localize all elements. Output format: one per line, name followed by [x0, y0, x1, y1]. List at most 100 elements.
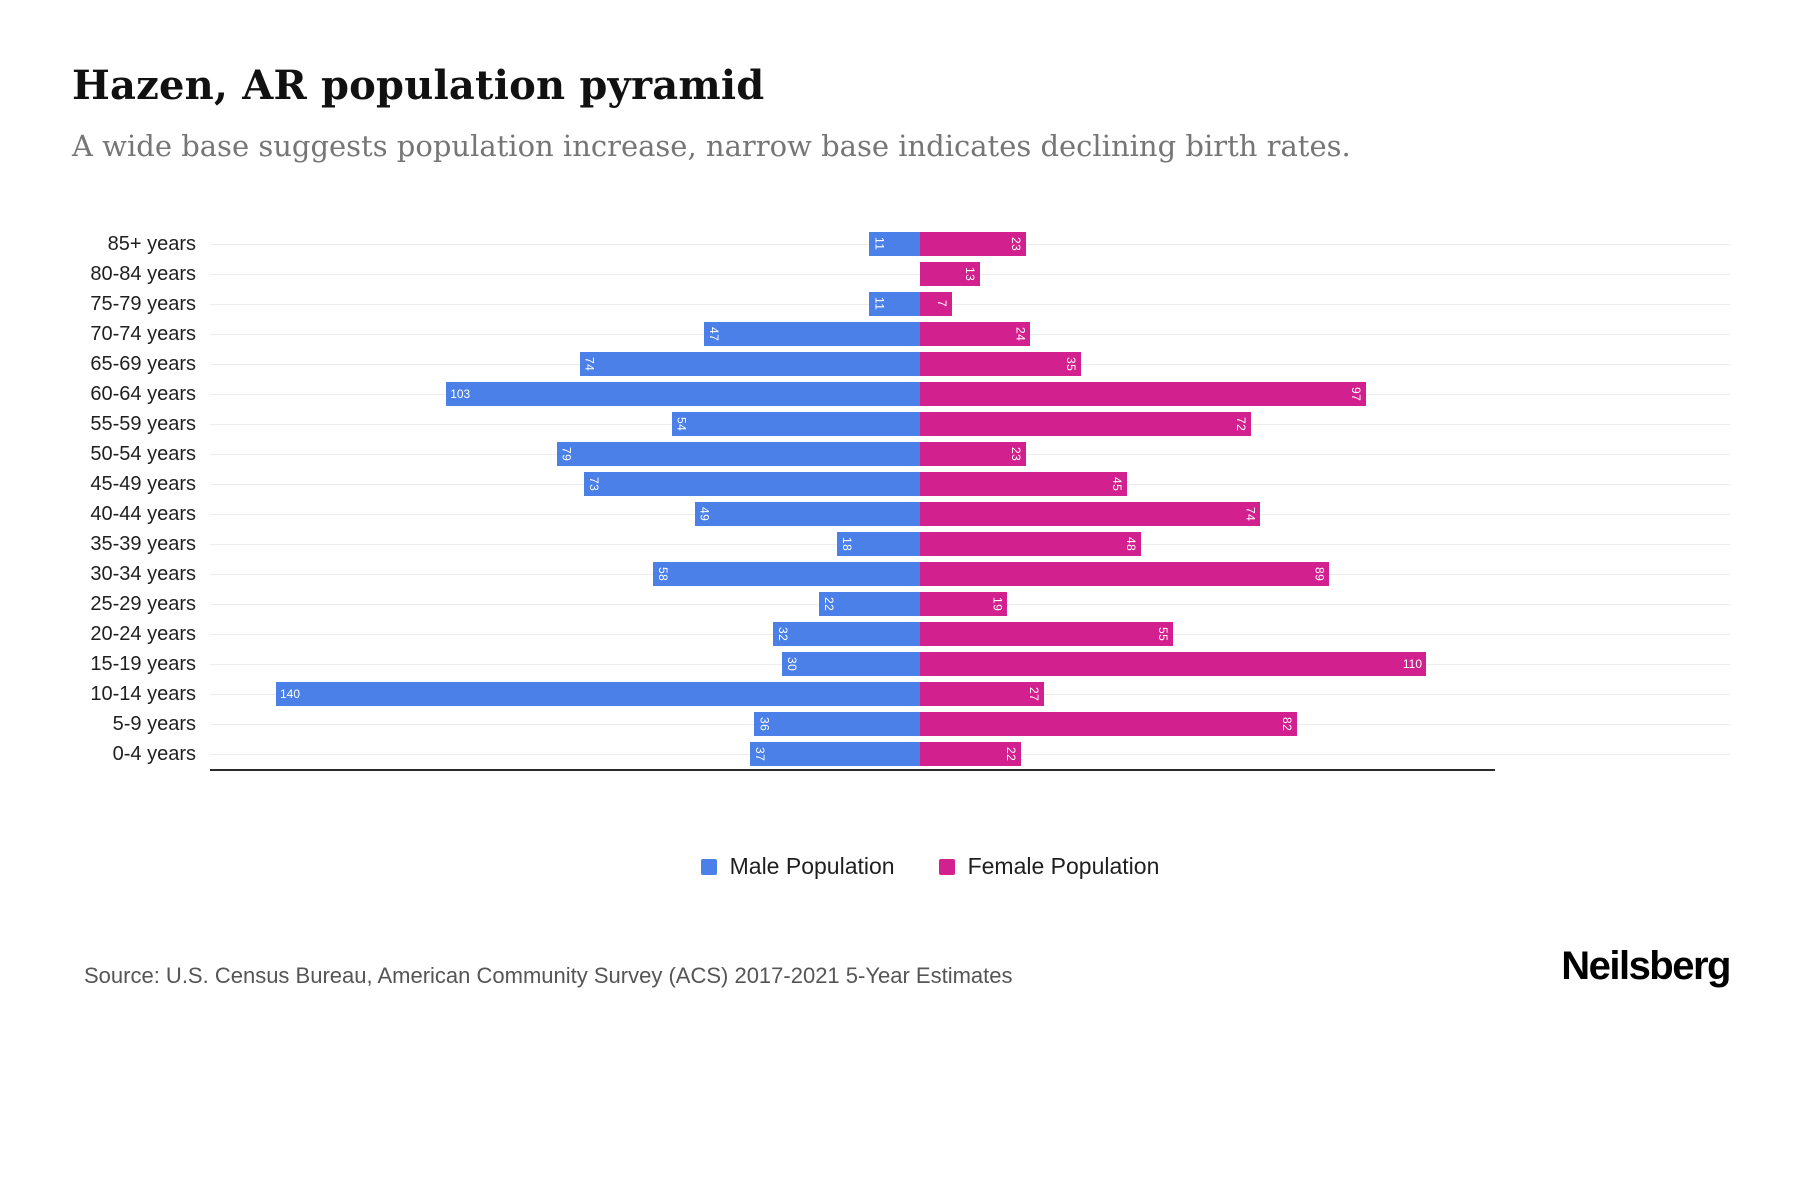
x-axis-line [210, 769, 1495, 771]
bar-value-label: 73 [587, 476, 602, 492]
male-bar: 73 [584, 472, 920, 496]
bar-value-label: 74 [1243, 506, 1258, 522]
footer: Source: U.S. Census Bureau, American Com… [70, 944, 1731, 989]
female-bar: 89 [920, 562, 1330, 586]
bar-value-label: 103 [450, 387, 471, 401]
age-group-label: 20-24 years [90, 622, 196, 645]
pyramid-row: 80-84 years 13 [70, 259, 1730, 289]
pyramid-row: 50-54 years 79 23 [70, 439, 1730, 469]
bar-value-label: 54 [674, 416, 689, 432]
age-group-label: 35-39 years [90, 532, 196, 555]
age-group-label: 65-69 years [90, 352, 196, 375]
bar-value-label: 82 [1280, 716, 1295, 732]
bar-value-label: 49 [697, 506, 712, 522]
pyramid-row: 35-39 years 18 48 [70, 529, 1730, 559]
age-group-label: 60-64 years [90, 382, 196, 405]
pyramid-row: 55-59 years 54 72 [70, 409, 1730, 439]
bar-value-label: 13 [962, 266, 977, 282]
bar-value-label: 74 [582, 356, 597, 372]
bar-value-label: 23 [1008, 446, 1023, 462]
bar-value-label: 97 [1349, 386, 1364, 402]
bar-value-label: 55 [1156, 626, 1170, 642]
male-bar: 32 [772, 622, 920, 646]
age-group-label: 5-9 years [112, 712, 196, 735]
male-bar: 36 [754, 712, 920, 736]
female-bar: 48 [920, 532, 1141, 556]
female-bar: 97 [920, 382, 1367, 406]
bar-value-label: 22 [1004, 746, 1019, 762]
age-group-label: 25-29 years [90, 592, 196, 615]
female-bar: 110 [920, 652, 1426, 676]
pyramid-row: 45-49 years 73 45 [70, 469, 1730, 499]
female-bar: 45 [920, 472, 1127, 496]
bar-value-label: 89 [1312, 566, 1327, 582]
page: Hazen, AR population pyramid A wide base… [70, 62, 1731, 989]
population-pyramid-chart: 85+ years 11 23 80-84 years 13 75-79 years 11 7… [70, 229, 1730, 771]
bar-value-label: 110 [1402, 657, 1422, 671]
gridline [210, 304, 1730, 305]
bar-value-label: 47 [706, 326, 721, 342]
bar-value-label: 32 [775, 626, 790, 642]
female-bar: 23 [920, 232, 1026, 256]
male-bar: 11 [869, 292, 920, 316]
male-bar: 37 [749, 742, 920, 766]
age-group-label: 55-59 years [90, 412, 196, 435]
bar-value-label: 19 [990, 596, 1005, 612]
female-bar: 19 [920, 592, 1008, 616]
bar-value-label: 72 [1234, 416, 1249, 432]
female-bar: 35 [920, 352, 1081, 376]
pyramid-row: 25-29 years 22 19 [70, 589, 1730, 619]
bar-value-label: 37 [752, 746, 767, 762]
legend-item-female[interactable]: Female Population [938, 853, 1160, 880]
bar-value-label: 35 [1064, 356, 1078, 372]
pyramid-row: 10-14 years 140 27 [70, 679, 1730, 709]
female-bar: 22 [920, 742, 1022, 766]
female-bar: 82 [920, 712, 1298, 736]
pyramid-row: 40-44 years 49 74 [70, 499, 1730, 529]
age-group-label: 75-79 years [90, 292, 196, 315]
age-group-label: 15-19 years [90, 652, 196, 675]
male-bar: 79 [556, 442, 920, 466]
female-bar: 55 [920, 622, 1173, 646]
bar-value-label: 11 [872, 237, 887, 251]
age-group-label: 50-54 years [90, 442, 196, 465]
legend-female-label: Female Population [967, 853, 1160, 879]
legend-male-label: Male Population [729, 853, 895, 879]
chart-legend: Male Population Female Population [130, 853, 1730, 880]
female-legend-swatch-icon [938, 858, 955, 875]
bar-value-label: 79 [559, 446, 574, 462]
bar-value-label: 24 [1013, 326, 1028, 342]
bar-value-label: 11 [872, 297, 887, 311]
age-group-label: 0-4 years [112, 742, 196, 765]
page-title: Hazen, AR population pyramid [72, 62, 765, 109]
source-text: Source: U.S. Census Bureau, American Com… [84, 963, 1013, 988]
female-bar: 24 [920, 322, 1031, 346]
pyramid-row: 75-79 years 11 7 [70, 289, 1730, 319]
male-bar: 74 [579, 352, 920, 376]
pyramid-row: 85+ years 11 23 [70, 229, 1730, 259]
pyramid-row: 5-9 years 36 82 [70, 709, 1730, 739]
age-group-label: 85+ years [107, 232, 196, 255]
female-bar: 74 [920, 502, 1261, 526]
age-group-label: 10-14 years [90, 682, 196, 705]
bar-value-label: 22 [821, 596, 836, 612]
male-bar: 58 [653, 562, 920, 586]
male-bar: 49 [694, 502, 920, 526]
pyramid-row: 20-24 years 32 55 [70, 619, 1730, 649]
chart-subtitle: A wide base suggests population increase… [72, 129, 1351, 163]
pyramid-row: 70-74 years 47 24 [70, 319, 1730, 349]
age-group-label: 30-34 years [90, 562, 196, 585]
bar-value-label: 58 [656, 566, 671, 582]
pyramid-row: 30-34 years 58 89 [70, 559, 1730, 589]
male-bar: 47 [703, 322, 920, 346]
age-group-label: 40-44 years [90, 502, 196, 525]
male-bar: 103 [446, 382, 920, 406]
legend-item-male[interactable]: Male Population [700, 853, 895, 880]
age-group-label: 70-74 years [90, 322, 196, 345]
male-bar: 11 [869, 232, 920, 256]
bar-value-label: 30 [785, 656, 799, 672]
bar-value-label: 45 [1110, 476, 1124, 492]
female-bar: 13 [920, 262, 980, 286]
bar-value-label: 140 [280, 687, 301, 701]
male-bar: 140 [276, 682, 920, 706]
